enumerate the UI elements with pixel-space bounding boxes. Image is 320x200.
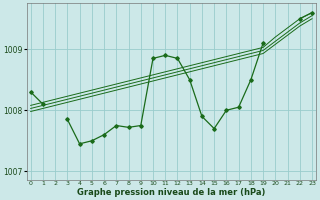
X-axis label: Graphe pression niveau de la mer (hPa): Graphe pression niveau de la mer (hPa) xyxy=(77,188,266,197)
